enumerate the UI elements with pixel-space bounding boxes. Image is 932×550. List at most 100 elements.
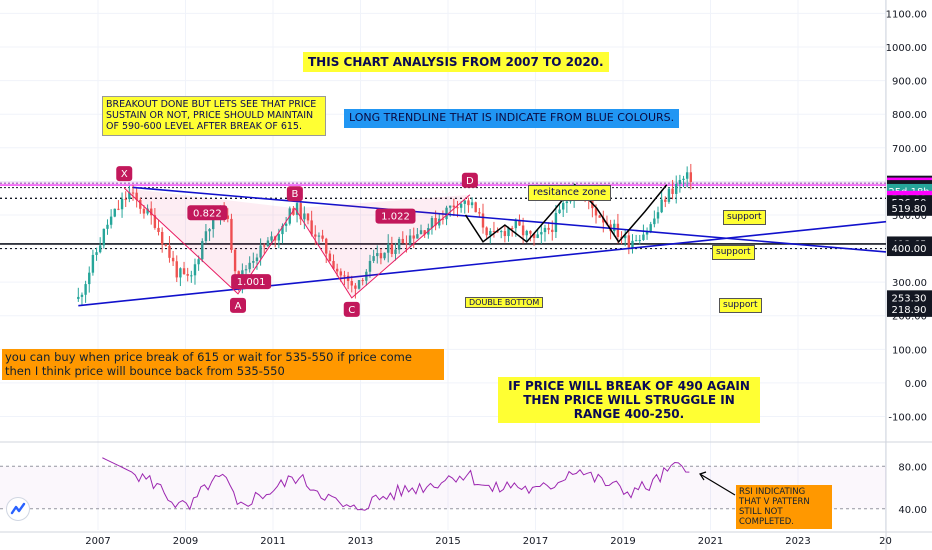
fib-ratio-label: 0.822	[193, 208, 222, 219]
candle-body	[543, 227, 547, 233]
candle-body	[645, 231, 649, 235]
support-label-3: support	[719, 298, 762, 313]
harmonic-pattern-fill	[294, 194, 470, 298]
candle-body	[445, 207, 448, 220]
candle-body	[226, 215, 229, 219]
price-axis-badge	[887, 241, 932, 257]
candle-body	[463, 200, 466, 204]
candle-body	[521, 225, 525, 236]
candle-body	[186, 274, 189, 276]
buy-annotation: you can buy when price break of 615 or w…	[2, 349, 444, 381]
candle-body	[489, 231, 492, 236]
candle-body	[368, 260, 372, 272]
candle-body	[412, 235, 415, 239]
pattern-point-badge	[286, 186, 303, 202]
candle-body	[397, 238, 401, 250]
price-axis-badge-label: 253.30	[892, 293, 927, 304]
trendline-annotation: LONG TRENDLINE THAT IS INDICATE FROM BLU…	[344, 109, 680, 128]
candle-body	[263, 245, 266, 247]
rsi-annotation: RSI INDICATING THAT V PATTERN STILL NOT …	[736, 485, 832, 530]
candle-body	[448, 205, 452, 208]
candle-body	[113, 208, 116, 217]
support-label-2: support	[712, 245, 755, 260]
candle-body	[547, 227, 550, 230]
resistance-zone-label: resitance zone	[528, 185, 612, 201]
candle-body	[638, 239, 641, 241]
candle-body	[284, 223, 288, 226]
candle-body	[675, 183, 678, 194]
break-annotation: IF PRICE WILL BREAK OF 490 AGAIN THEN PR…	[498, 377, 760, 424]
tradingview-logo-icon[interactable]	[6, 497, 30, 521]
pattern-point-badge	[116, 166, 133, 182]
candle-body	[168, 245, 171, 258]
candle-body	[179, 268, 182, 278]
candle-body	[102, 228, 106, 246]
candle-body	[248, 262, 251, 270]
x-tick-label: 2021	[698, 536, 723, 547]
candle-body	[139, 199, 142, 209]
candle-body	[354, 285, 357, 289]
pattern-point-label: X	[121, 169, 128, 180]
candle-body	[325, 238, 328, 254]
candle-body	[514, 220, 518, 229]
candle-body	[306, 213, 310, 221]
y-tick-label: -100.00	[888, 412, 927, 423]
candle-body	[84, 284, 87, 295]
y-tick-label: 700.00	[892, 144, 927, 155]
candle-body	[394, 249, 397, 254]
candle-body	[128, 192, 131, 200]
fib-ratio-badge	[231, 274, 272, 290]
candle-body	[492, 231, 496, 233]
candle-body	[270, 236, 273, 241]
candle-body	[339, 271, 343, 276]
candle-body	[423, 230, 426, 235]
candle-body	[95, 252, 98, 255]
candle-body	[594, 208, 598, 216]
y-tick-label: 1100.00	[886, 9, 927, 20]
candle-body	[602, 217, 605, 223]
candle-body	[91, 254, 95, 273]
x-tick-label: 20	[879, 536, 892, 547]
candle-body	[193, 264, 197, 276]
candle-body	[77, 296, 80, 299]
candle-body	[135, 192, 138, 200]
candle-body	[361, 280, 364, 282]
resistance-zone-band	[0, 181, 886, 187]
candle-body	[335, 268, 339, 272]
candle-body	[623, 235, 627, 239]
price-axis-badge-label: 218.90	[892, 305, 927, 316]
fib-ratio-badge	[187, 205, 228, 221]
candle-body	[470, 202, 474, 206]
candle-body	[634, 240, 638, 242]
rsi-line	[102, 457, 690, 511]
price-axis-badge-label: 400.00	[892, 244, 927, 255]
price-axis-badge-label: 519.80	[892, 204, 927, 215]
candle-body	[303, 213, 306, 220]
candle-body	[230, 218, 233, 250]
candle-body	[452, 205, 456, 208]
candle-body	[419, 230, 423, 235]
candle-body	[372, 256, 375, 261]
candle-body	[507, 227, 510, 237]
candle-body	[197, 259, 200, 265]
candle-body	[459, 203, 463, 208]
candle-body	[252, 261, 255, 263]
candle-body	[532, 233, 536, 238]
candle-body	[660, 199, 663, 213]
candle-body	[346, 275, 350, 282]
pattern-point-label: D	[466, 176, 474, 187]
x-tick-label: 2015	[435, 536, 460, 547]
candle-body	[277, 234, 281, 241]
candle-body	[321, 235, 324, 239]
candle-body	[434, 217, 437, 226]
candles-group	[77, 163, 693, 305]
candle-body	[106, 224, 109, 229]
candle-body	[678, 179, 682, 184]
candle-body	[117, 208, 120, 210]
candle-body	[153, 215, 157, 228]
candle-body	[467, 200, 470, 206]
x-tick-label: 2013	[348, 536, 373, 547]
x-tick-label: 2019	[610, 536, 635, 547]
candle-body	[671, 188, 674, 194]
